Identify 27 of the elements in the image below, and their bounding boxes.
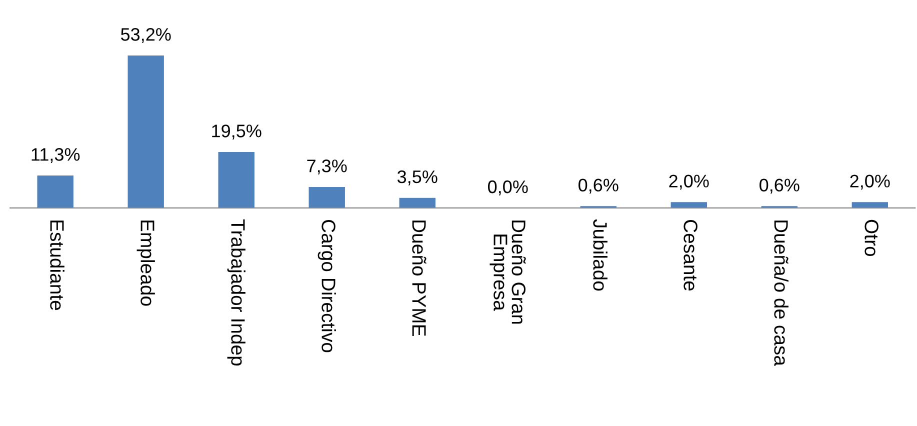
x-tick-label: Cesante <box>684 220 698 291</box>
data-label: 2,0% <box>669 174 709 190</box>
bar <box>308 186 345 208</box>
data-label: 7,3% <box>307 160 347 174</box>
bar <box>852 202 888 208</box>
bar <box>128 56 164 208</box>
bar <box>218 152 254 208</box>
data-label: 19,5% <box>212 124 262 140</box>
data-label: 3,5% <box>397 170 438 186</box>
x-tick-label: Otro <box>864 220 878 256</box>
x-tick-label: Dueño PYME <box>412 220 426 336</box>
data-label: 11,3% <box>32 148 80 163</box>
x-tick-label: Dueña/o de casa <box>774 220 788 366</box>
data-label: 53,2% <box>120 28 171 43</box>
data-label: 0,6% <box>578 178 618 194</box>
data-label: 0,0% <box>488 180 528 196</box>
x-tick-label: Trabajador Indep <box>227 219 246 366</box>
bar <box>37 176 74 208</box>
data-label: 2,0% <box>850 174 890 190</box>
bar <box>670 202 707 208</box>
data-label: 0,6% <box>760 178 800 194</box>
x-tick-label: Cargo Directivo <box>318 220 336 352</box>
bar <box>399 198 436 208</box>
x-tick-label: Empleado <box>136 220 155 306</box>
x-tick-label: Jubilado <box>593 219 608 291</box>
x-tick-label: Dueño Gran Empresa <box>490 220 526 324</box>
x-tick-label: Estudiante <box>50 220 64 310</box>
